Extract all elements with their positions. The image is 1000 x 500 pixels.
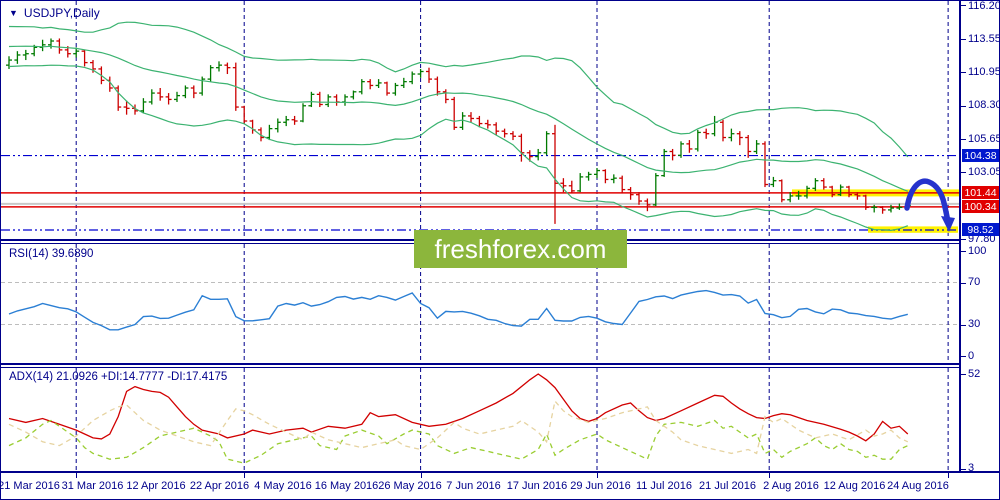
adx-panel-chart[interactable] (1, 368, 961, 471)
date-label: 17 Jun 2016 (506, 480, 568, 492)
adx-tick-label: 3 (968, 462, 975, 475)
date-label: 26 May 2016 (378, 480, 442, 492)
month-separators (75, 368, 949, 471)
date-label: 12 Apr 2016 (126, 480, 186, 492)
adx-tick-label: 52 (968, 367, 981, 380)
date-label: 2 Aug 2016 (763, 480, 819, 492)
date-label: 12 Aug 2016 (823, 480, 886, 492)
axis-tick-mark (961, 282, 966, 284)
price-badge: 100.34 (962, 200, 999, 214)
date-label: 21 Mar 2016 (0, 480, 60, 492)
adx-series-plusDI (8, 419, 909, 464)
price-axis-border (959, 1, 961, 471)
axis-tick-mark (961, 468, 966, 470)
rsi-tick-label: 70 (968, 276, 981, 289)
rsi-panel-chart[interactable] (1, 244, 961, 362)
main-price-chart[interactable] (1, 1, 961, 239)
bollinger-lower (8, 64, 909, 232)
date-tick-mark (948, 471, 950, 478)
axis-tick-mark (961, 105, 966, 107)
date-tick-mark (597, 471, 598, 478)
price-tick-label: 110.95 (968, 65, 1000, 78)
date-label: 29 Jun 2016 (570, 480, 631, 492)
axis-tick-mark (961, 374, 966, 375)
symbol-title: USDJPY,Daily (23, 6, 100, 20)
level-lines (1, 154, 961, 231)
rsi-label: RSI(14) 39.6890 (9, 248, 94, 260)
date-label: 22 Apr 2016 (189, 480, 250, 492)
adx-label: ADX(14) 21.0926 +DI:14.7777 -DI:17.4175 (9, 371, 228, 383)
axis-tick-mark (961, 172, 966, 174)
panel-divider (1, 363, 999, 365)
date-tick-mark (244, 471, 246, 478)
panel-divider (1, 367, 999, 368)
date-label: 31 Mar 2016 (61, 480, 124, 492)
bollinger-middle (8, 45, 909, 192)
symbol-dropdown-icon[interactable]: ▼ (9, 8, 18, 18)
watermark: freshforex.com (414, 230, 627, 268)
axis-tick-mark (961, 324, 966, 326)
bollinger-upper (8, 21, 909, 158)
axis-tick-mark (961, 239, 966, 241)
adx-series-ADX (8, 373, 909, 442)
axis-tick-mark (961, 139, 966, 141)
price-bars (6, 38, 911, 224)
highlight-zone-lower (868, 226, 958, 233)
date-tick-mark (420, 471, 422, 478)
date-label: 24 Aug 2016 (887, 480, 949, 492)
rsi-tick-label: 100 (968, 244, 987, 257)
adx-series-minusDI (8, 399, 909, 455)
axis-tick-mark (961, 39, 966, 41)
date-label: 7 Jun 2016 (446, 480, 501, 492)
rsi-line (8, 289, 908, 331)
price-tick-label: 116.20 (968, 0, 1000, 12)
price-badge: 98.52 (962, 223, 999, 237)
price-tick-label: 103.05 (968, 165, 1000, 178)
axis-tick-mark (961, 251, 966, 253)
date-label: 11 Jul 2016 (635, 480, 693, 492)
date-label: 4 May 2016 (254, 480, 312, 492)
price-tick-label: 108.30 (968, 99, 1000, 112)
rsi-tick-label: 30 (968, 318, 981, 331)
rsi-tick-label: 0 (968, 349, 975, 362)
price-badge: 101.44 (962, 186, 999, 200)
highlight-zones (792, 189, 961, 233)
axis-tick-mark (961, 356, 966, 358)
forecast-arrow (904, 178, 955, 232)
date-tick-mark (769, 471, 771, 478)
axis-tick-mark (961, 5, 966, 7)
date-tick-mark (76, 471, 78, 478)
date-label: 16 May 2016 (314, 480, 379, 492)
price-tick-label: 105.65 (968, 132, 1000, 145)
price-badge: 104.38 (962, 149, 999, 163)
price-tick-label: 113.55 (968, 32, 1000, 45)
axis-tick-mark (961, 72, 966, 74)
panel-divider (1, 471, 999, 473)
date-label: 21 Jul 2016 (699, 480, 756, 492)
date-axis[interactable]: 21 Mar 2016 31 Mar 2016 12 Apr 2016 22 Apr … (1, 471, 999, 499)
